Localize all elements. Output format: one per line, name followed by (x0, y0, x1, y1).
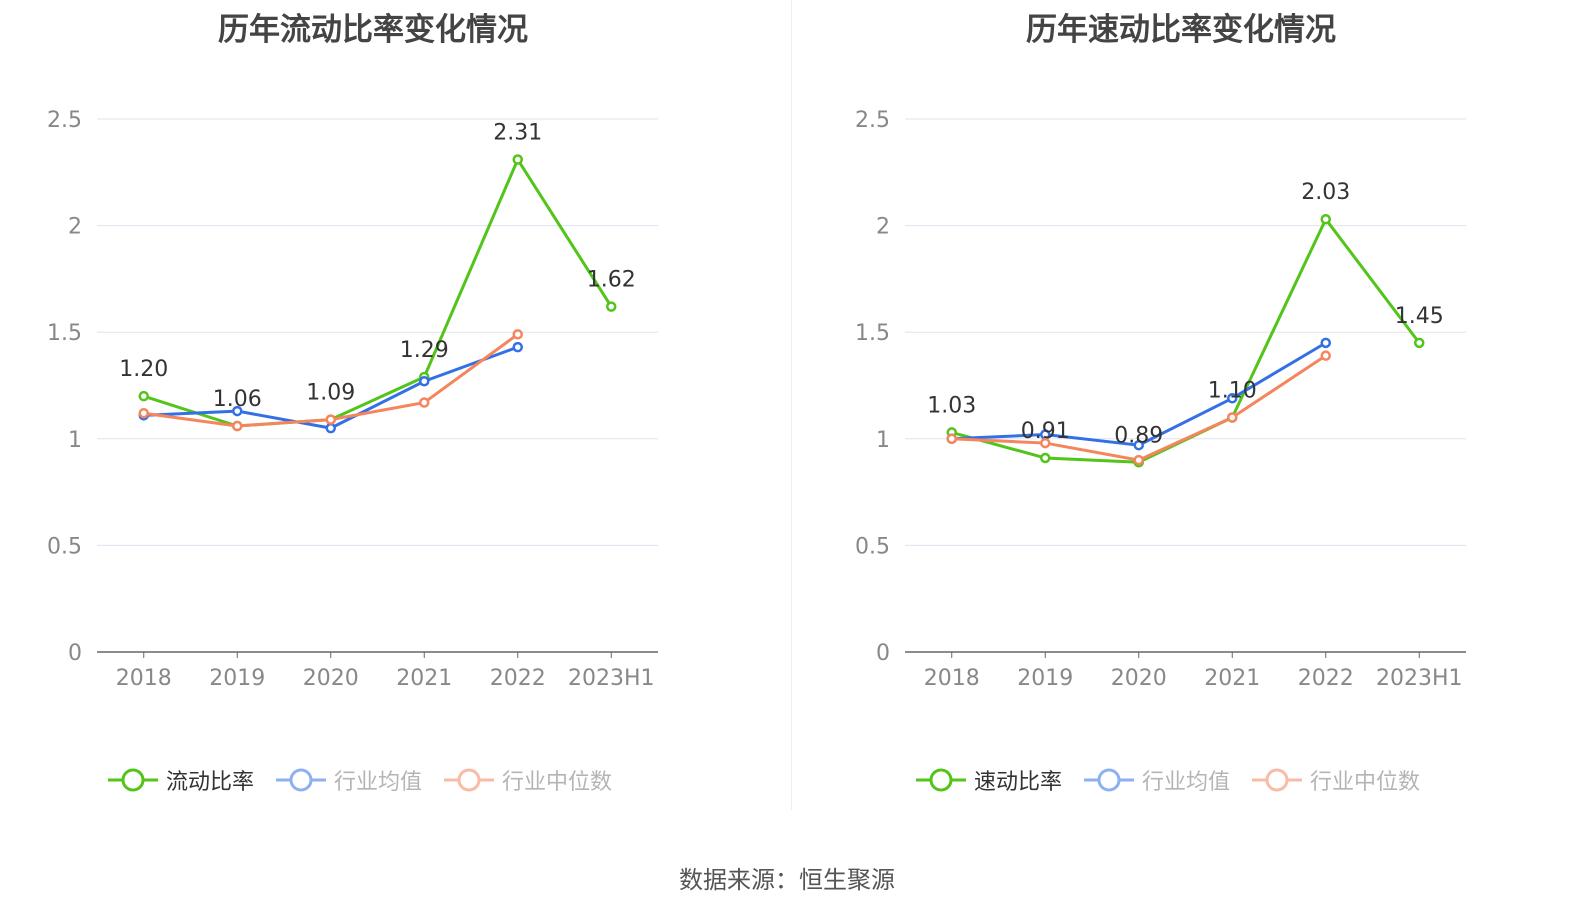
x-tick-label: 2019 (1017, 666, 1073, 691)
data-point-avg (232, 405, 243, 417)
y-tick-label: 0.5 (47, 534, 82, 559)
legend-item-median[interactable]: 行业中位数 (1252, 764, 1420, 796)
y-tick-label: 1 (68, 428, 82, 453)
legend-item-avg[interactable]: 行业均值 (276, 764, 422, 796)
legend-current-ratio: 流动比率 行业均值 行业中位数 (108, 764, 634, 796)
chart-1: 0 0.5 1 1.5 2 2.5 2018 2019 2020 2021 2022 2023H1 1.… (855, 108, 1466, 691)
y-tick-label: 2.5 (47, 108, 82, 133)
legend-label: 行业中位数 (502, 770, 613, 795)
data-point-avg (512, 341, 523, 353)
data-label: 1.10 (1208, 378, 1257, 403)
legend-line-circle-icon (108, 768, 158, 792)
data-point-median (419, 397, 430, 408)
data-point-median (232, 420, 243, 432)
x-tick-label: 2021 (396, 666, 452, 691)
chart-0: 0 0.5 1 1.5 2 2.5 2018 2019 2020 2021 2022 2023H1 1.… (47, 108, 658, 691)
x-tick-label: 2023H1 (1376, 666, 1463, 691)
data-point-median (946, 433, 957, 445)
legend-item-main[interactable]: 速动比率 (916, 764, 1062, 796)
y-tick-label: 1.5 (47, 321, 82, 346)
data-point-median (512, 329, 523, 340)
legend-label: 行业均值 (334, 770, 423, 795)
x-tick-label: 2018 (116, 666, 172, 691)
x-tick-label: 2023H1 (568, 666, 655, 691)
data-point-median (1040, 437, 1051, 449)
legend-line-circle-icon (1084, 768, 1135, 792)
chart-title-current-ratio: 历年流动比率变化情况 (218, 12, 528, 48)
data-point-median (1320, 350, 1331, 361)
legend-label: 流动比率 (166, 770, 255, 795)
legend-quick-ratio: 速动比率 行业均值 行业中位数 (916, 764, 1442, 796)
data-label: 0.89 (1114, 423, 1163, 448)
data-point-median (138, 407, 149, 419)
data-label: 1.20 (119, 357, 168, 382)
legend-item-avg[interactable]: 行业均值 (1084, 764, 1230, 796)
data-point-main (1040, 452, 1051, 464)
legend-line-circle-icon (916, 768, 966, 792)
data-point-main (138, 390, 149, 402)
data-point-avg (1227, 393, 1238, 404)
legend-label: 行业中位数 (1310, 770, 1421, 795)
x-tick-label: 2020 (303, 666, 359, 691)
legend-line-circle-icon (1252, 768, 1303, 792)
data-point-main (1414, 337, 1425, 349)
legend-label: 行业均值 (1142, 770, 1231, 795)
series-line-main (143, 158, 613, 428)
legend-label: 速动比率 (974, 770, 1063, 795)
x-tick-label: 2021 (1204, 666, 1260, 691)
data-label: 1.29 (400, 338, 449, 363)
data-point-median (1227, 412, 1238, 423)
legend-item-median[interactable]: 行业中位数 (444, 764, 612, 796)
data-point-main (606, 301, 617, 312)
data-point-avg (1133, 439, 1144, 451)
y-tick-label: 1.5 (855, 321, 890, 346)
data-label: 0.91 (1021, 419, 1070, 444)
data-label: 1.62 (587, 268, 636, 293)
data-point-median (325, 414, 336, 425)
legend-line-circle-icon (444, 768, 495, 792)
y-tick-label: 0 (68, 641, 82, 666)
data-label: 2.03 (1301, 180, 1350, 205)
x-tick-label: 2019 (209, 666, 265, 691)
x-tick-label: 2022 (490, 666, 546, 691)
data-point-avg (1320, 337, 1331, 349)
data-label: 2.31 (493, 121, 542, 146)
x-tick-label: 2020 (1111, 666, 1167, 691)
x-tick-label: 2018 (924, 666, 980, 691)
y-tick-label: 2 (68, 215, 82, 240)
chart-title-quick-ratio: 历年速动比率变化情况 (1026, 12, 1336, 48)
data-point-median (1133, 454, 1144, 466)
divider (791, 0, 792, 810)
data-point-main (512, 154, 523, 165)
y-tick-label: 1 (876, 428, 890, 453)
data-source: 数据来源：恒生聚源 (679, 866, 895, 894)
data-label: 1.03 (927, 393, 976, 418)
y-tick-label: 0 (876, 641, 890, 666)
y-tick-label: 2.5 (855, 108, 890, 133)
legend-line-circle-icon (276, 768, 327, 792)
data-label: 1.06 (213, 387, 262, 412)
data-label: 1.09 (306, 381, 355, 406)
data-point-avg (325, 422, 336, 434)
data-point-main (1320, 213, 1331, 225)
data-label: 1.45 (1395, 304, 1444, 329)
legend-item-main[interactable]: 流动比率 (108, 764, 254, 796)
x-tick-label: 2022 (1298, 666, 1354, 691)
data-point-avg (419, 375, 430, 387)
y-tick-label: 0.5 (855, 534, 890, 559)
y-tick-label: 2 (876, 215, 890, 240)
